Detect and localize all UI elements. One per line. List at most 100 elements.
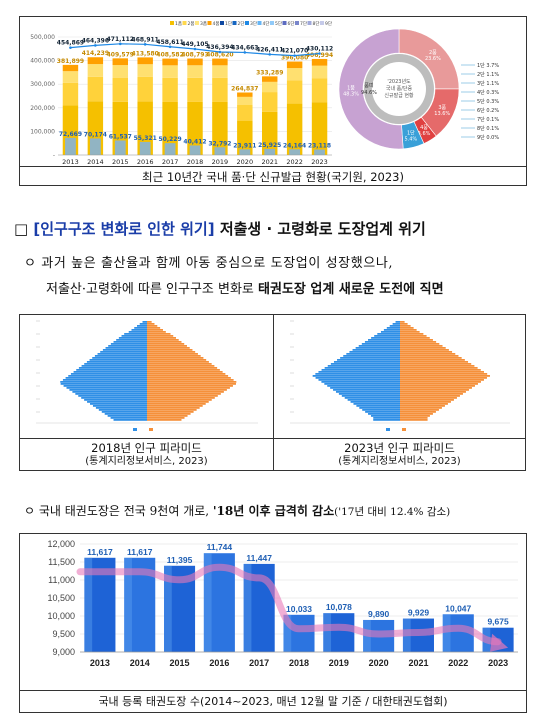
pyramid-legend-male: [386, 428, 390, 431]
total-trend-point: [218, 50, 222, 54]
dojo-count-bar: [323, 613, 355, 652]
poom-bar-segment: [187, 58, 203, 66]
pyramid-bar-male: [377, 333, 400, 335]
donut-legend-label: 9단 0.0%: [477, 134, 499, 141]
donut-slice-name: 3품: [438, 105, 446, 111]
pyramid-bar-female: [147, 347, 190, 349]
pyramid-bar-female: [400, 377, 487, 379]
poom-bar-segment: [187, 101, 203, 155]
dojo-count-bar-highlight: [442, 614, 451, 652]
pyramid-bar-female: [400, 397, 457, 399]
pyramid-bar-male: [94, 355, 147, 357]
legend-label: 2품: [188, 21, 195, 27]
pyramid-bar-male: [365, 411, 400, 413]
pyramid-bar-female: [400, 407, 442, 409]
pyramid-bar-female: [147, 381, 237, 383]
pyramid-bar-male: [97, 353, 147, 355]
pyramid-bar-male: [395, 321, 400, 323]
legend-label: 5단: [275, 20, 282, 27]
pyramid-bar-male: [343, 355, 400, 357]
poom-value-label: 408,620: [206, 52, 233, 59]
pyramid-bar-male: [333, 361, 400, 363]
x-tick-label: 2016: [209, 658, 229, 668]
poom-bar-segment: [286, 103, 303, 155]
poom-value-label: 396,080: [281, 55, 308, 62]
section-heading: □ [인구구조 변화로 인한 위기] 저출생 · 고령화로 도장업계 위기: [14, 218, 426, 239]
poom-bar-segment: [62, 82, 79, 106]
total-value-label: 426,411: [256, 46, 283, 53]
pyramid-bar-female: [147, 361, 209, 363]
poom-bar-segment: [212, 65, 228, 78]
heading-black: 저출생 · 고령화로 도장업계 위기: [214, 220, 426, 238]
poom-bar-segment: [262, 92, 278, 112]
pyramid-bar-female: [400, 359, 465, 361]
poom-bar-segment: [286, 68, 303, 81]
pyramid-bar-female: [400, 375, 490, 377]
pyramid-bar-female: [147, 409, 197, 411]
pyramid-bar-male: [344, 397, 400, 399]
pyramid-bar-male: [349, 351, 400, 353]
pyramid-bar-male: [335, 391, 400, 393]
pyramid-bar-female: [147, 363, 212, 365]
poom-value-label: 413,580: [132, 50, 159, 57]
pyramid-bar-female: [147, 385, 233, 387]
pyramid-bar-male: [66, 387, 147, 389]
dojo-count-value-label: 9,675: [487, 617, 509, 627]
para2-bold: '18년 이후 급격히 감소: [212, 504, 335, 518]
poom-bar-segment: [137, 76, 153, 102]
pyramid-bar-female: [400, 357, 462, 359]
pyramid-bar-female: [147, 389, 227, 391]
pyramid-bar-male: [107, 415, 147, 417]
pyramid-bar-male: [139, 323, 147, 325]
total-trend-point: [168, 45, 172, 49]
donut-outer-pct: 94.6%: [361, 90, 377, 96]
poom-value-label: 409,579: [107, 51, 134, 58]
dojo-count-caption: 국내 등록 태권도장 수(2014~2023, 매년 12월 말 기준 / 대한…: [20, 690, 526, 709]
pyramid-bar-female: [147, 413, 191, 415]
pyramid-bar-female: [147, 401, 209, 403]
pyramid-bar-male: [86, 361, 147, 363]
poom-bar-segment: [187, 65, 203, 78]
pyramid-bar-female: [147, 329, 163, 331]
poom-bar-segment: [187, 77, 203, 102]
y-tick-label: 11,000: [48, 575, 75, 585]
pyramid-bar-female: [400, 335, 427, 337]
total-value-label: 471,112: [107, 36, 134, 43]
legend-swatch: [170, 21, 174, 25]
pyramid-bar-female: [400, 393, 463, 395]
dan-bar: [239, 149, 251, 155]
legend-label: 1품: [175, 21, 182, 27]
pyramid-bar-male: [63, 385, 147, 387]
pyramid-bar-female: [400, 369, 481, 371]
pyramid-bar-male: [69, 389, 147, 391]
poom-bar-segment: [162, 101, 178, 155]
pyramid-bar-female: [400, 371, 484, 373]
y-tick-label: -: [53, 152, 55, 159]
poom-bar-segment: [311, 58, 328, 66]
donut-legend-label: 3단 1.1%: [477, 80, 499, 87]
dan-value-label: 23,911: [233, 142, 256, 149]
donut-slice-pct: 3.6%: [418, 131, 431, 137]
pyramid-bar-female: [147, 343, 185, 345]
pyramid-bar-female: [400, 413, 433, 415]
legend-label: 3품: [200, 21, 207, 27]
pyramid-bar-female: [400, 405, 445, 407]
poom-bar-segment: [112, 65, 128, 78]
poom-bar-segment: [286, 80, 303, 104]
donut-slice-pct: 13.6%: [434, 111, 450, 117]
x-tick-label: 2021: [261, 158, 278, 165]
pyramid-bar-female: [147, 345, 187, 347]
pyramid-bar-female: [147, 377, 231, 379]
legend-swatch: [282, 21, 287, 25]
pyramid-bar-male: [92, 357, 147, 359]
pyramid-bar-female: [147, 399, 212, 401]
pyramid-bar-male: [108, 345, 147, 347]
pyramid-bar-male: [327, 385, 400, 387]
pyramid-bar-male: [324, 367, 400, 369]
y-tick-label: 500,000: [30, 34, 55, 41]
poom-bar-segment: [212, 101, 228, 155]
dojo-count-value-label: 10,047: [445, 603, 471, 613]
poom-bar-segment: [262, 111, 278, 155]
poom-value-label: 264,837: [231, 85, 258, 92]
total-trend-point: [193, 47, 197, 51]
